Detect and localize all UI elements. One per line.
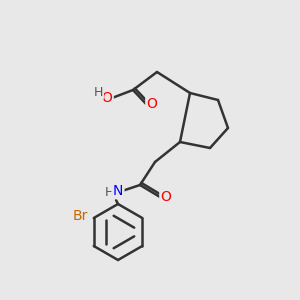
Text: O: O — [160, 190, 171, 204]
Text: H: H — [104, 187, 114, 200]
Text: O: O — [102, 91, 112, 105]
Text: H: H — [93, 85, 103, 98]
Text: Br: Br — [73, 209, 88, 223]
Text: O: O — [147, 97, 158, 111]
Text: N: N — [113, 184, 123, 198]
